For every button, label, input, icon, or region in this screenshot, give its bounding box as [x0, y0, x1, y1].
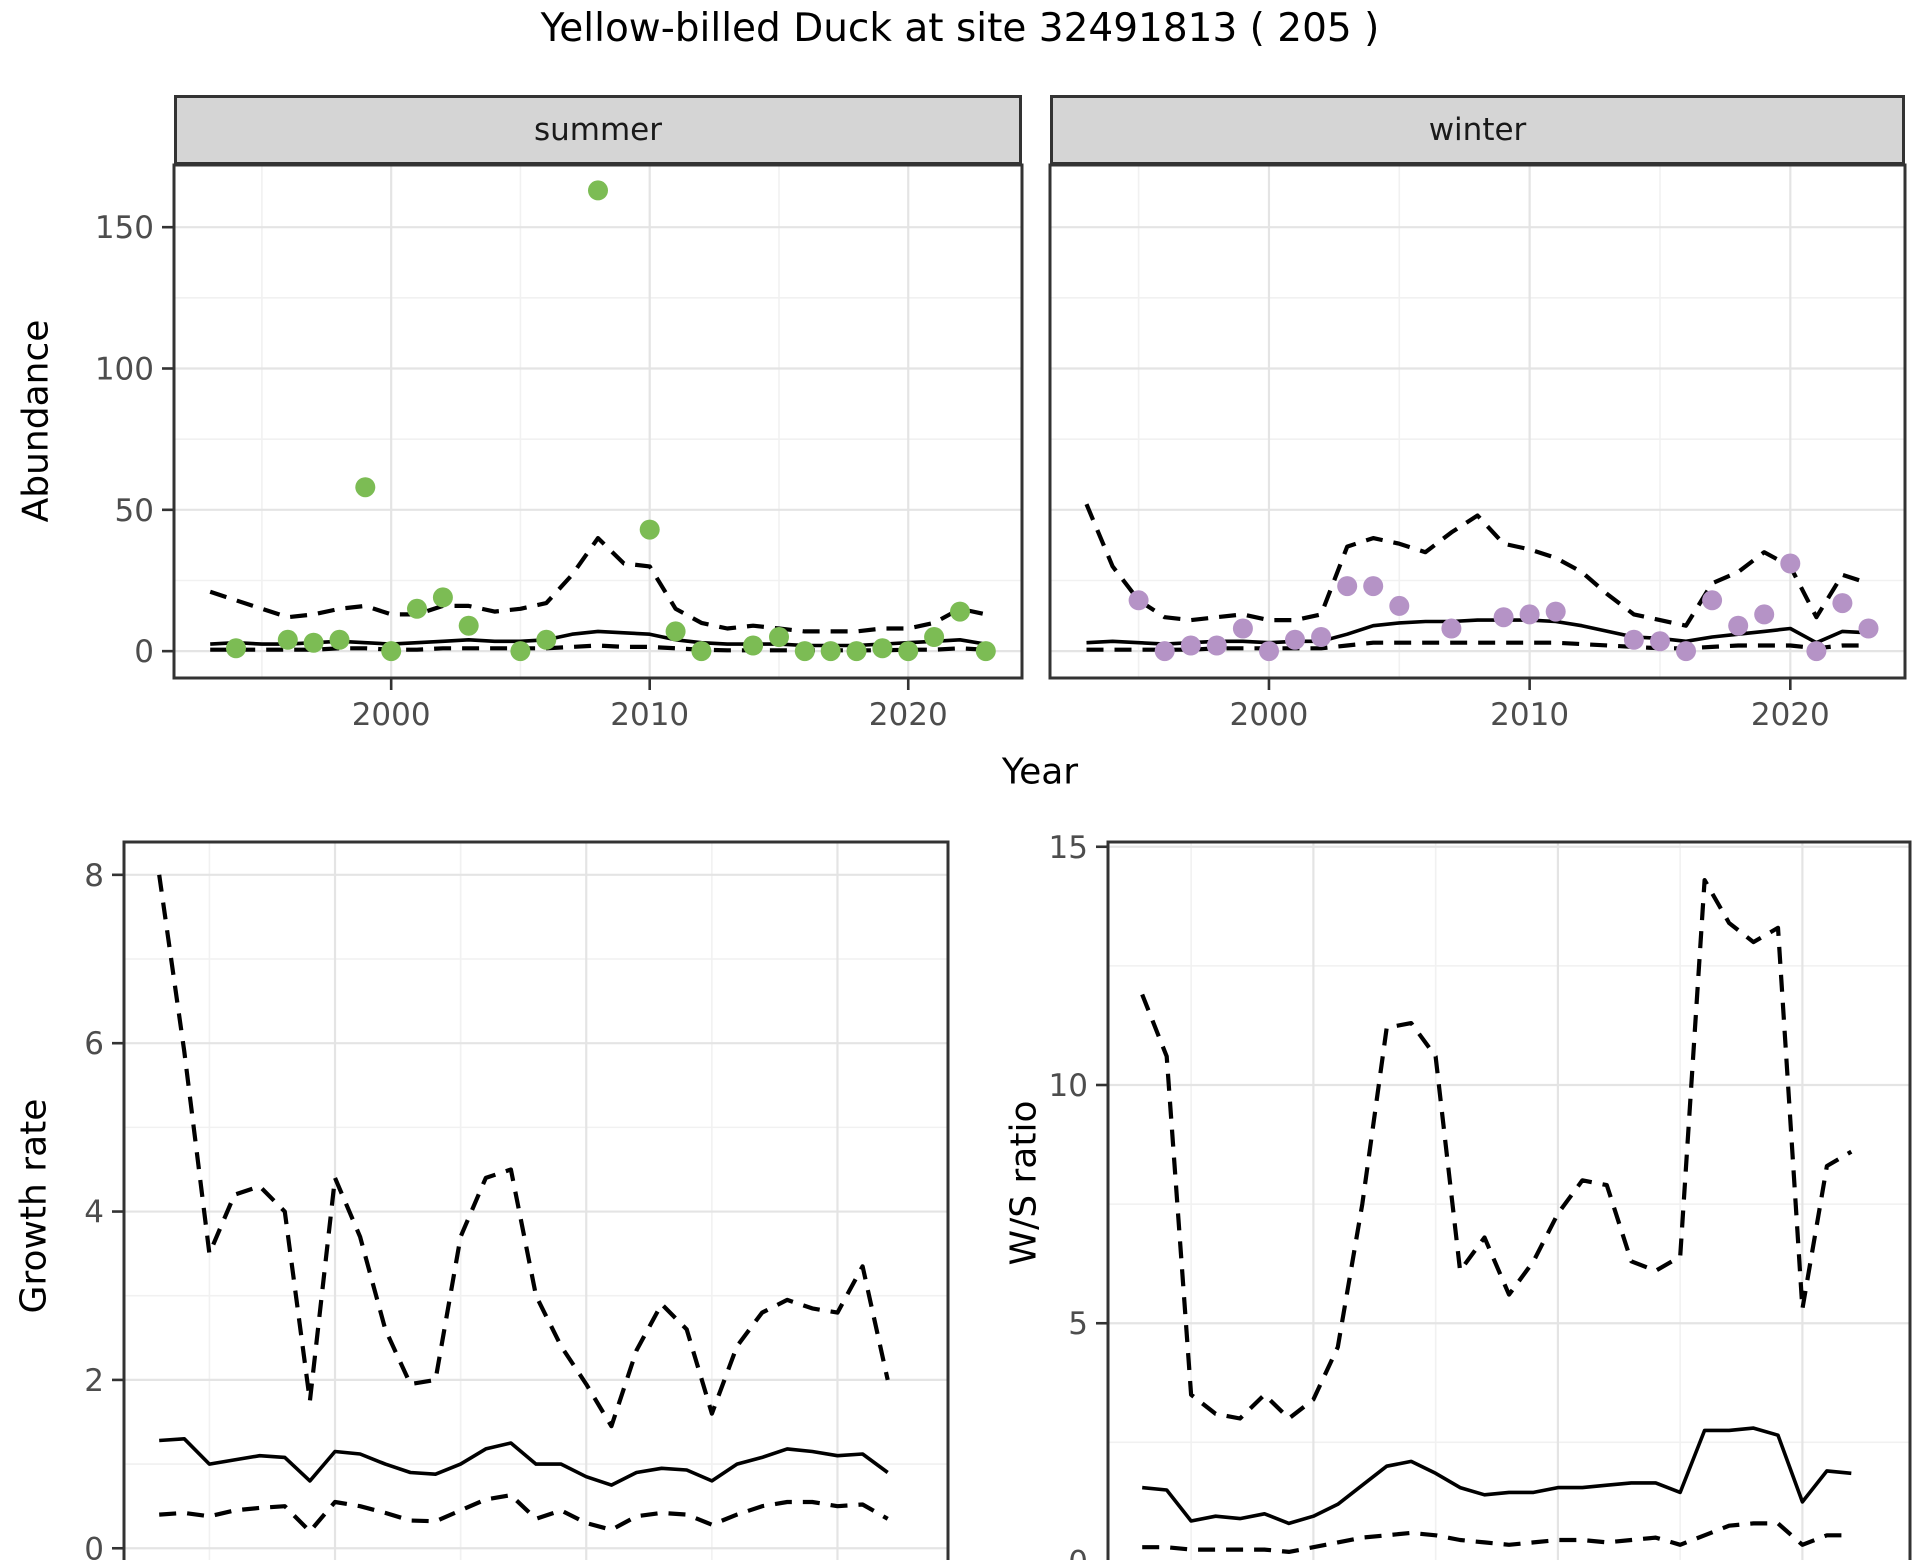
- abundance-winter-data-point: [1180, 635, 1201, 656]
- abundance-summer-x-tick-label: 2010: [610, 697, 689, 733]
- abundance-summer-x-tick-label: 2000: [352, 697, 431, 733]
- abundance-winter-upper-ci-line: [1084, 503, 1870, 628]
- growth-rate-y-tick-label: 2: [84, 1363, 104, 1399]
- abundance-winter-data-point: [1389, 595, 1410, 616]
- abundance-summer-data-point: [639, 519, 660, 540]
- abundance-winter-data-point: [1832, 593, 1853, 614]
- abundance-summer-data-point: [277, 629, 298, 650]
- abundance-winter-data-point: [1858, 618, 1879, 639]
- facet-strip-summer: summer: [174, 95, 1022, 165]
- facet-strip-summer-label: summer: [533, 112, 662, 148]
- abundance-winter-data-point: [1754, 604, 1775, 625]
- abundance-summer-data-point: [510, 641, 531, 662]
- growth-rate-median-line: [159, 1437, 889, 1487]
- growth-rate-panel-bg: [124, 842, 948, 1560]
- abundance-summer-y-tick-label: 50: [115, 493, 154, 529]
- ws-ratio-lower-ci-line: [1142, 1521, 1852, 1554]
- abundance-winter-data-point: [1206, 635, 1227, 656]
- top-x-axis-title: Year: [1001, 751, 1079, 793]
- abundance-summer-upper-ci-line: [209, 536, 987, 634]
- abundance-winter-data-point: [1363, 576, 1384, 597]
- abundance-winter-data-point: [1676, 641, 1696, 662]
- abundance-winter-data-point: [1493, 607, 1514, 628]
- abundance-winter-data-point: [1128, 590, 1149, 611]
- abundance-summer-data-point: [329, 629, 350, 650]
- growth-rate-lower-ci-line: [159, 1493, 889, 1534]
- growth-rate-y-tick-label: 8: [84, 858, 104, 894]
- page-title: Yellow-billed Duck at site 32491813 ( 20…: [540, 6, 1380, 51]
- abundance-summer-data-point: [846, 641, 867, 662]
- abundance-summer-data-point: [407, 598, 427, 619]
- ws-ratio-panel-bg: [1108, 842, 1910, 1560]
- abundance-winter-data-point: [1337, 576, 1358, 597]
- abundance-summer-panel-border: [172, 163, 1024, 680]
- abundance-summer-y-tick-label: 0: [134, 634, 154, 670]
- abundance-winter-data-point: [1519, 604, 1540, 625]
- abundance-winter-data-point: [1154, 641, 1175, 662]
- abundance-summer-data-point: [665, 621, 686, 642]
- abundance-summer-data-point: [975, 641, 996, 662]
- abundance-winter-data-point: [1780, 553, 1801, 574]
- ws-y-axis-title: W/S ratio: [1003, 1100, 1045, 1266]
- abundance-y-axis-title: Abundance: [15, 319, 57, 523]
- abundance-summer-data-point: [924, 627, 945, 647]
- growth-rate-y-tick-label: 0: [84, 1531, 104, 1560]
- growth-rate-y-tick-label: 4: [84, 1195, 104, 1231]
- abundance-winter-lower-ci-line: [1086, 640, 1869, 652]
- ws-ratio-y-tick-label: 10: [1049, 1068, 1088, 1104]
- abundance-summer-data-point: [950, 601, 970, 622]
- abundance-winter-panel-border: [1048, 163, 1907, 680]
- ws-ratio-panel-border: [1106, 840, 1912, 1560]
- abundance-summer-data-point: [458, 615, 479, 636]
- abundance-summer-data-point: [226, 638, 246, 659]
- abundance-winter-data-point: [1441, 618, 1462, 639]
- ws-ratio-y-tick-label: 5: [1068, 1306, 1088, 1342]
- abundance-summer-data-point: [820, 641, 841, 662]
- abundance-winter-x-tick-label: 2020: [1751, 697, 1830, 733]
- abundance-winter-x-tick-label: 2000: [1230, 697, 1309, 733]
- abundance-summer-x-tick-label: 2020: [869, 697, 948, 733]
- abundance-winter-data-point: [1623, 629, 1644, 650]
- abundance-summer-data-point: [381, 641, 402, 662]
- facet-strip-winter: winter: [1050, 95, 1905, 165]
- growth-rate-y-tick-label: 6: [84, 1026, 104, 1062]
- growth-y-axis-title: Growth rate: [13, 1098, 55, 1314]
- abundance-summer-data-point: [432, 587, 453, 608]
- abundance-summer-data-point: [769, 627, 789, 647]
- ws-ratio-upper-ci-line: [1140, 878, 1853, 1421]
- abundance-winter-data-point: [1259, 641, 1279, 662]
- ws-ratio-median-line: [1142, 1426, 1852, 1526]
- abundance-winter-data-point: [1702, 590, 1723, 611]
- facet-strip-winter-label: winter: [1428, 112, 1527, 148]
- abundance-summer-data-point: [794, 641, 815, 662]
- abundance-winter-data-point: [1232, 618, 1253, 639]
- abundance-summer-data-point: [691, 641, 712, 662]
- growth-rate-upper-ci-line: [157, 874, 890, 1429]
- abundance-summer-y-tick-label: 150: [95, 210, 154, 246]
- abundance-summer-data-point: [588, 180, 608, 201]
- abundance-winter-data-point: [1728, 615, 1749, 636]
- growth-rate-panel-border: [122, 840, 950, 1560]
- abundance-summer-data-point: [355, 477, 376, 498]
- abundance-winter-data-point: [1650, 631, 1670, 652]
- abundance-winter-data-point: [1806, 641, 1827, 662]
- abundance-winter-data-point: [1285, 629, 1305, 650]
- abundance-summer-data-point: [872, 638, 893, 659]
- abundance-winter-x-tick-label: 2010: [1490, 697, 1569, 733]
- abundance-winter-data-point: [1311, 627, 1332, 647]
- abundance-summer-panel-bg: [174, 165, 1022, 678]
- abundance-summer-data-point: [898, 641, 919, 662]
- abundance-summer-data-point: [536, 629, 557, 650]
- abundance-summer-data-point: [303, 632, 324, 653]
- abundance-summer-y-tick-label: 100: [95, 352, 154, 388]
- abundance-winter-data-point: [1545, 601, 1566, 622]
- abundance-summer-data-point: [743, 635, 764, 656]
- ws-ratio-y-tick-label: 15: [1049, 830, 1088, 866]
- abundance-winter-panel-bg: [1050, 165, 1905, 678]
- ws-ratio-y-tick-label: 0: [1068, 1544, 1088, 1560]
